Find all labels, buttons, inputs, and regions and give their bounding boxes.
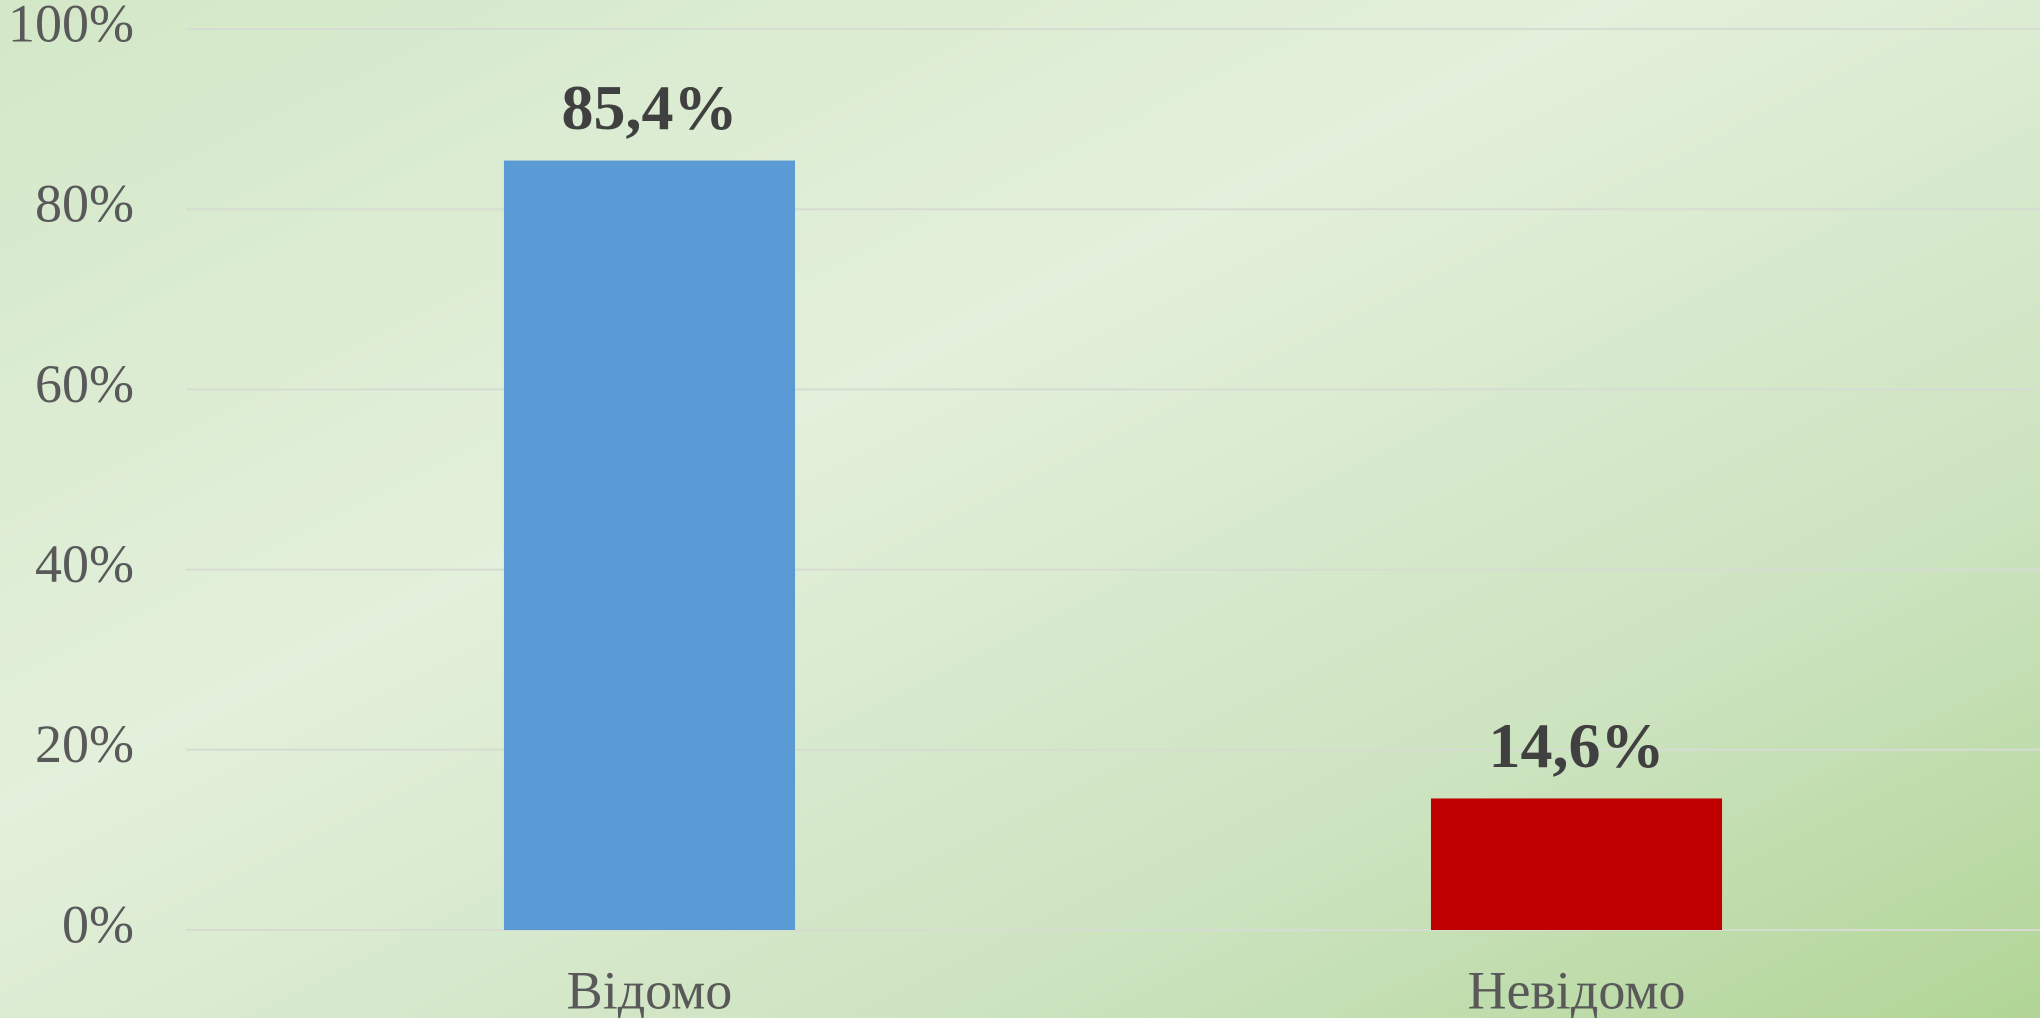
bar — [503, 160, 796, 930]
data-label: 14,6% — [1489, 710, 1665, 781]
y-tick-label: 0% — [62, 894, 134, 954]
x-tick-label: Невідомо — [1467, 960, 1685, 1018]
y-tick-label: 40% — [35, 534, 134, 594]
data-label: 85,4% — [562, 72, 738, 143]
y-tick-label: 100% — [8, 0, 134, 53]
bar — [1430, 798, 1723, 930]
x-tick-label: Відомо — [567, 960, 733, 1018]
y-tick-label: 80% — [35, 174, 134, 234]
y-tick-label: 20% — [35, 714, 134, 774]
y-tick-label: 60% — [35, 354, 134, 414]
